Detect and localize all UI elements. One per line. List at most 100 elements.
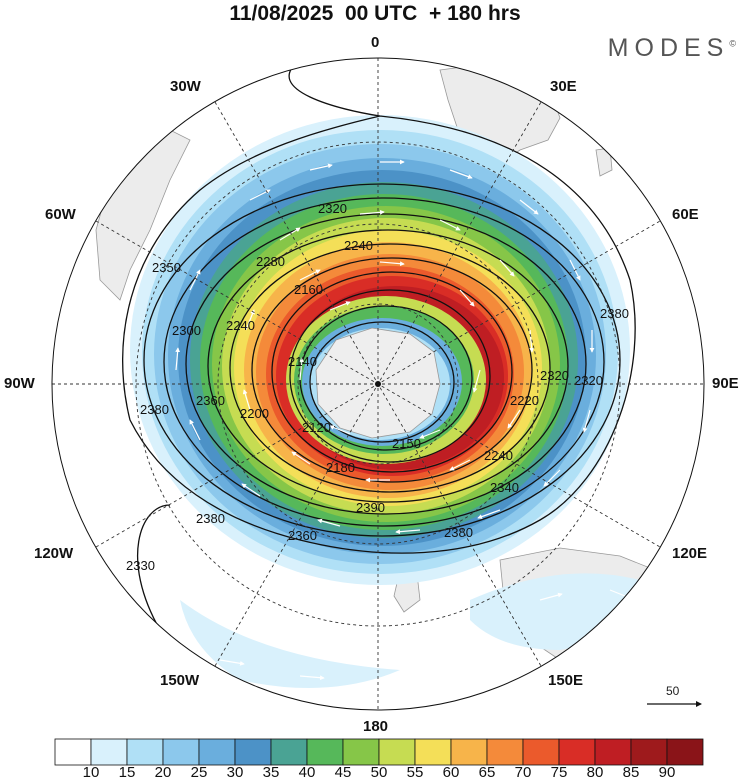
modes-logo: MODES© (608, 34, 736, 63)
colorbar-swatch (126, 738, 164, 766)
colorbar-swatch (666, 738, 704, 766)
lon-label-90e: 90E (712, 375, 739, 392)
lon-label-60w: 60W (45, 206, 76, 223)
contour-label: 2160 (294, 282, 323, 297)
colorbar-tick-label: 80 (586, 764, 604, 781)
wind-vector (189, 269, 201, 291)
wind-vector (477, 509, 501, 519)
map-boundary (51, 57, 705, 711)
colorbar-tick-label: 85 (622, 764, 640, 781)
colorbar-swatch (450, 738, 488, 766)
wind-vector (449, 459, 471, 471)
contour-2300 (207, 229, 569, 503)
colorbar-swatch (270, 738, 308, 766)
wind-vector (245, 309, 255, 331)
colorbar (54, 738, 704, 766)
lon-label-30e: 30E (550, 78, 577, 95)
contour-label: 2180 (326, 460, 355, 475)
colorbar-swatch (198, 738, 236, 766)
colorbar-swatch (414, 738, 452, 766)
contour-2380-west (137, 504, 171, 631)
colorbar-tick-label: 35 (262, 764, 280, 781)
wind-vector (529, 329, 535, 353)
colorbar-swatch (594, 738, 632, 766)
wind-vector (459, 289, 475, 307)
wind-vector (543, 469, 561, 487)
colorbar-tick-label: 20 (154, 764, 172, 781)
wind-vector (507, 409, 521, 429)
wind-vector (395, 529, 421, 535)
wind-vector (309, 163, 333, 171)
contour-2240 (251, 257, 533, 483)
contour-2200 (271, 271, 513, 473)
contour-label: 2320 (574, 373, 603, 388)
contour-label: 2360 (196, 393, 225, 408)
contour-label: 2380 (600, 306, 629, 321)
lon-label-0: 0 (371, 34, 380, 51)
colorbar-tick-label: 75 (550, 764, 568, 781)
contour-label: 2360 (288, 528, 317, 543)
contour-2280 (229, 243, 551, 493)
contour-label: 2240 (344, 238, 373, 253)
latitude-circle (297, 303, 459, 465)
wind-vector (189, 419, 201, 441)
colorbar-swatch (558, 738, 596, 766)
logo-mark: © (729, 38, 736, 49)
colorbar-tick-label: 25 (190, 764, 208, 781)
wind-vector (242, 389, 251, 411)
colorbar-tick-label: 50 (370, 764, 388, 781)
colorbar-tick-label: 65 (478, 764, 496, 781)
contour-2360 (143, 183, 621, 537)
contour-label: 2240 (484, 448, 513, 463)
wind-vector (439, 219, 461, 231)
wind-speed-shading (130, 115, 640, 688)
map-title: 11/08/2025 00 UTC + 180 hrs (229, 2, 521, 25)
lon-label-90w: 90W (4, 375, 35, 392)
contour-label: 2220 (510, 393, 539, 408)
contour-2180 (289, 289, 491, 463)
colorbar-tick-label: 10 (82, 764, 100, 781)
colorbar-tick-label: 55 (406, 764, 424, 781)
contour-label: 2300 (172, 323, 201, 338)
wind-vector (472, 369, 481, 393)
height-contours (122, 59, 636, 631)
colorbar-tick-label: 90 (658, 764, 676, 781)
wind-vector (317, 518, 341, 527)
colorbar-tick-label: 70 (514, 764, 532, 781)
contour-label: 2350 (152, 260, 181, 275)
wind-vector (329, 425, 351, 435)
colorbar-swatch (522, 738, 560, 766)
contour-label: 2200 (240, 406, 269, 421)
wind-vector (539, 592, 563, 601)
colorbar-tick-label: 30 (226, 764, 244, 781)
contour-label: 2330 (126, 558, 155, 573)
shade-pacific-jet (180, 600, 400, 688)
contour-label: 2120 (302, 420, 331, 435)
colorbar-swatch (306, 738, 344, 766)
south-pole-dot (375, 381, 381, 387)
latitude-circle (135, 141, 621, 627)
lon-label-120e: 120E (672, 545, 708, 562)
contour-label: 2380 (444, 525, 473, 540)
colorbar-swatch (378, 738, 416, 766)
shade-australia-jet (470, 573, 640, 650)
contour-label: 2140 (288, 354, 317, 369)
wind-vector (291, 451, 311, 465)
reference-vector-label: 50 (666, 684, 680, 698)
contour-label: 2150 (392, 436, 421, 451)
wind-vector (379, 261, 405, 267)
reference-vector (647, 701, 702, 707)
lon-label-180: 180 (363, 718, 389, 735)
lon-label-150e: 150E (548, 672, 584, 689)
wind-vector (299, 357, 305, 381)
wind-vector (582, 409, 591, 433)
contour-outer-2380 (122, 59, 636, 554)
wind-vector (419, 429, 441, 439)
contour-2340 (163, 197, 605, 527)
landmass-madagascar (595, 147, 613, 177)
colorbar-swatch (342, 738, 380, 766)
contour-label: 2380 (140, 402, 169, 417)
colorbar-tick-label: 60 (442, 764, 460, 781)
contour-2140 (309, 321, 455, 443)
